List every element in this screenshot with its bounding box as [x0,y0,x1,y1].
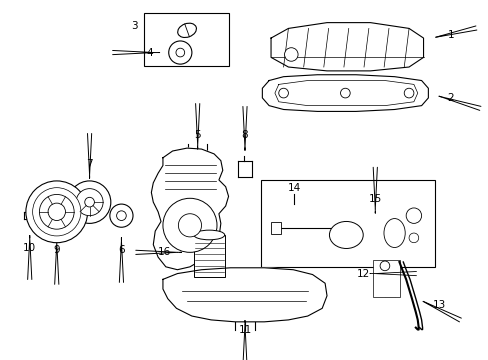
Circle shape [163,198,217,252]
Ellipse shape [383,219,405,248]
Circle shape [176,48,184,57]
Circle shape [340,88,349,98]
Circle shape [278,88,288,98]
Text: 10: 10 [23,243,36,252]
Polygon shape [163,268,326,322]
Text: 16: 16 [158,247,171,257]
Text: 7: 7 [86,158,93,168]
Polygon shape [270,23,423,71]
Bar [193,235,224,278]
Text: 8: 8 [241,130,248,140]
Text: 6: 6 [118,246,124,255]
Text: 1: 1 [447,30,453,40]
Polygon shape [262,75,427,112]
Text: 11: 11 [238,325,251,334]
Text: 2: 2 [447,93,453,103]
Circle shape [116,211,126,220]
Circle shape [48,203,65,220]
Bar [270,222,280,234]
Circle shape [40,194,74,229]
Text: 3: 3 [131,21,138,31]
Circle shape [168,41,191,64]
Bar [261,180,434,267]
Bar [373,260,400,297]
Text: 9: 9 [53,246,60,255]
Circle shape [76,189,103,216]
Circle shape [84,197,94,207]
Circle shape [68,181,111,224]
Text: 12: 12 [356,269,369,279]
Text: 4: 4 [146,48,153,58]
Circle shape [33,188,81,236]
Bar [143,13,228,66]
Text: 15: 15 [368,194,381,204]
Circle shape [26,181,87,243]
Text: 13: 13 [432,301,446,310]
Circle shape [110,204,133,227]
Text: 5: 5 [194,130,201,140]
Circle shape [404,88,413,98]
Circle shape [406,208,421,224]
Circle shape [284,48,298,61]
Circle shape [408,233,418,243]
Circle shape [379,261,389,271]
Ellipse shape [177,23,196,37]
Text: 14: 14 [287,183,300,193]
Circle shape [178,214,201,237]
Polygon shape [151,148,228,270]
Ellipse shape [193,230,224,240]
Ellipse shape [329,221,363,248]
